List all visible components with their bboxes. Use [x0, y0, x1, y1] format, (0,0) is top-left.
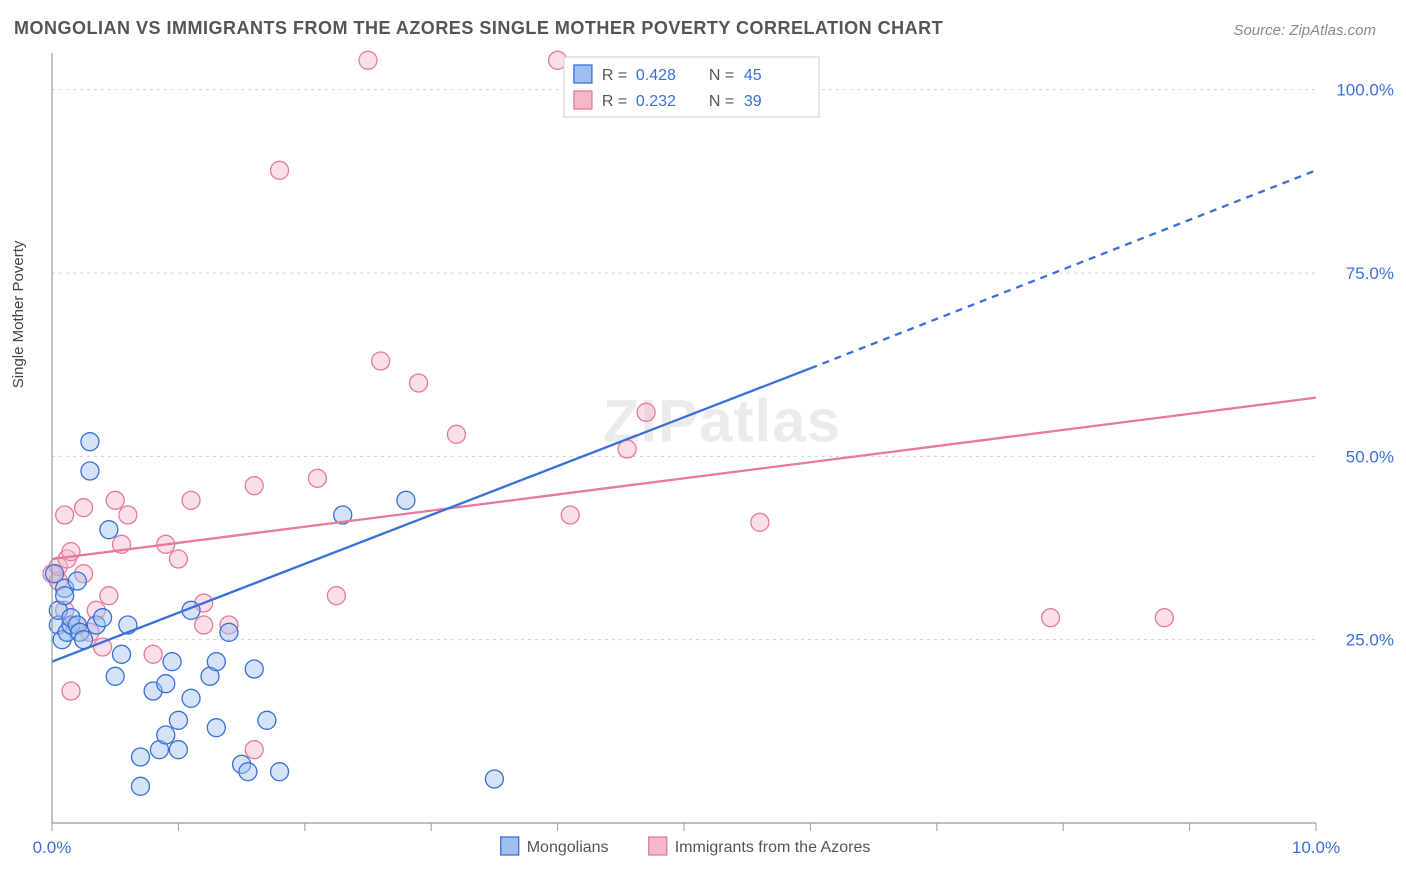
legend-n-value: 39	[744, 93, 762, 110]
legend-n-label: N =	[709, 67, 734, 84]
data-point	[56, 587, 74, 605]
y-tick-label: 75.0%	[1346, 264, 1394, 283]
legend-n-value: 45	[744, 67, 762, 84]
legend-r-value: 0.232	[636, 93, 676, 110]
data-point	[359, 51, 377, 69]
y-tick-label: 50.0%	[1346, 447, 1394, 466]
data-point	[56, 506, 74, 524]
data-point	[169, 550, 187, 568]
data-point	[397, 491, 415, 509]
data-point	[372, 352, 390, 370]
data-point	[637, 403, 655, 421]
trend-line-blue-solid	[52, 368, 810, 661]
data-point	[68, 572, 86, 590]
data-point	[106, 667, 124, 685]
data-point	[308, 469, 326, 487]
watermark: ZIPatlas	[603, 388, 841, 455]
legend-swatch	[574, 65, 592, 83]
data-point	[119, 506, 137, 524]
data-point	[94, 609, 112, 627]
data-point	[1042, 609, 1060, 627]
legend-r-label: R =	[602, 93, 627, 110]
chart-title: MONGOLIAN VS IMMIGRANTS FROM THE AZORES …	[14, 18, 943, 39]
data-point	[157, 726, 175, 744]
data-point	[410, 374, 428, 392]
data-point	[207, 653, 225, 671]
data-point	[245, 660, 263, 678]
data-point	[182, 491, 200, 509]
data-point	[106, 491, 124, 509]
data-point	[169, 741, 187, 759]
data-point	[62, 682, 80, 700]
data-point	[561, 506, 579, 524]
series-label: Immigrants from the Azores	[675, 839, 871, 856]
data-point	[245, 477, 263, 495]
data-point	[271, 763, 289, 781]
data-point	[131, 777, 149, 795]
data-point	[258, 711, 276, 729]
source-label: Source: ZipAtlas.com	[1233, 22, 1376, 39]
data-point	[100, 587, 118, 605]
legend-r-label: R =	[602, 67, 627, 84]
data-point	[131, 748, 149, 766]
series-label: Mongolians	[527, 839, 609, 856]
x-tick-label: 0.0%	[33, 838, 72, 857]
legend-n-label: N =	[709, 93, 734, 110]
x-tick-label: 10.0%	[1292, 838, 1340, 857]
data-point	[239, 763, 257, 781]
data-point	[81, 462, 99, 480]
data-point	[195, 616, 213, 634]
legend-swatch	[574, 91, 592, 109]
data-point	[245, 741, 263, 759]
data-point	[144, 645, 162, 663]
legend-r-value: 0.428	[636, 67, 676, 84]
data-point	[327, 587, 345, 605]
correlation-scatter-chart: ZIPatlas 0.0% 10.0% 25.0% 50.0% 75.0% 100.0% R …	[0, 47, 1406, 877]
data-point	[113, 645, 131, 663]
trend-line-blue-dashed	[810, 170, 1316, 368]
data-point	[485, 770, 503, 788]
y-tick-label: 100.0%	[1336, 81, 1394, 100]
series-swatch	[649, 837, 667, 855]
data-point	[751, 513, 769, 531]
data-point	[81, 433, 99, 451]
data-point	[220, 623, 238, 641]
data-point	[271, 161, 289, 179]
data-point	[163, 653, 181, 671]
y-axis-label: Single Mother Poverty	[10, 241, 27, 389]
y-tick-label: 25.0%	[1346, 631, 1394, 650]
series-swatch	[501, 837, 519, 855]
data-point	[157, 675, 175, 693]
data-point	[207, 719, 225, 737]
data-point	[447, 425, 465, 443]
data-point	[75, 499, 93, 517]
data-point	[1155, 609, 1173, 627]
data-point	[169, 711, 187, 729]
data-point	[100, 521, 118, 539]
data-point	[182, 689, 200, 707]
